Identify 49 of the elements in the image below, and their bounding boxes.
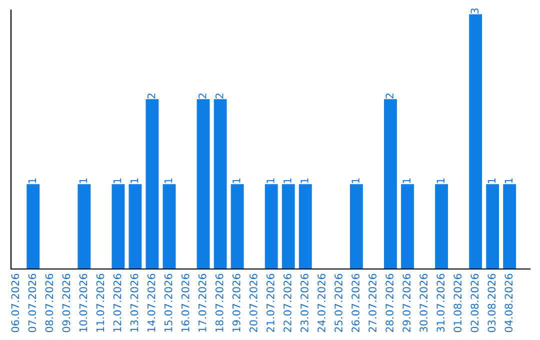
x-tick-label: 19.07.2026 [232,274,240,332]
x-tick-label: 16.07.2026 [181,274,190,332]
data-label: 1 [28,178,36,183]
x-tick-label: 11.07.2026 [96,274,104,332]
data-label: 1 [504,178,512,183]
x-tick-label: 21.07.2026 [266,274,274,332]
data-label: 2 [147,94,156,98]
data-label: 1 [402,178,410,183]
data-label: 2 [386,94,394,98]
x-tick-label: 18.07.2026 [215,274,224,332]
x-tick-label: 07.07.2026 [28,274,36,332]
x-tick-label: 25.07.2026 [334,274,342,332]
x-tick-label: 31.07.2026 [436,274,445,332]
data-label: 1 [232,178,240,183]
data-label: 1 [113,178,122,183]
x-tick-label: 02.08.2026 [470,274,479,332]
x-tick-label: 30.07.2026 [420,274,428,332]
data-label: 3 [470,8,479,14]
x-tick-label: 03.08.2026 [488,274,496,332]
x-tick-label: 17.07.2026 [198,274,206,332]
x-tick-label: 12.07.2026 [113,274,122,332]
data-label: 2 [198,94,206,98]
x-tick-label: 22.07.2026 [284,274,292,332]
data-label: 1 [488,178,496,183]
data-label: 1 [300,178,308,183]
x-tick-label: 08.07.2026 [45,274,54,332]
x-tick-label: 24.07.2026 [318,274,326,332]
data-label: 1 [130,178,138,183]
x-tick-label: 15.07.2026 [164,274,172,332]
data-label: 1 [352,178,360,183]
data-label: 2 [215,94,224,98]
x-tick-label: 26.07.2026 [352,274,360,332]
x-tick-label: 10.07.2026 [79,274,88,332]
x-tick-label: 06.07.2026 [11,274,20,332]
data-label: 1 [266,178,274,183]
data-label: 1 [164,178,172,183]
x-tick-label: 01.08.2026 [454,274,462,332]
x-tick-label: 23.07.2026 [300,274,308,332]
x-tick-label: 28.07.2026 [386,274,394,332]
data-label: 1 [284,178,292,183]
data-label: 1 [436,178,444,183]
x-tick-label: 09.07.2026 [62,274,70,332]
data-label: 1 [79,178,88,183]
x-tick-label: 20.07.2026 [249,274,258,332]
x-tick-label: 27.07.2026 [368,274,376,332]
x-tick-label: 13.07.2026 [130,274,138,332]
x-tick-label: 04.08.2026 [504,274,513,332]
x-tick-label: 29.07.2026 [402,274,411,332]
x-tick-label: 14.07.2026 [147,274,156,332]
